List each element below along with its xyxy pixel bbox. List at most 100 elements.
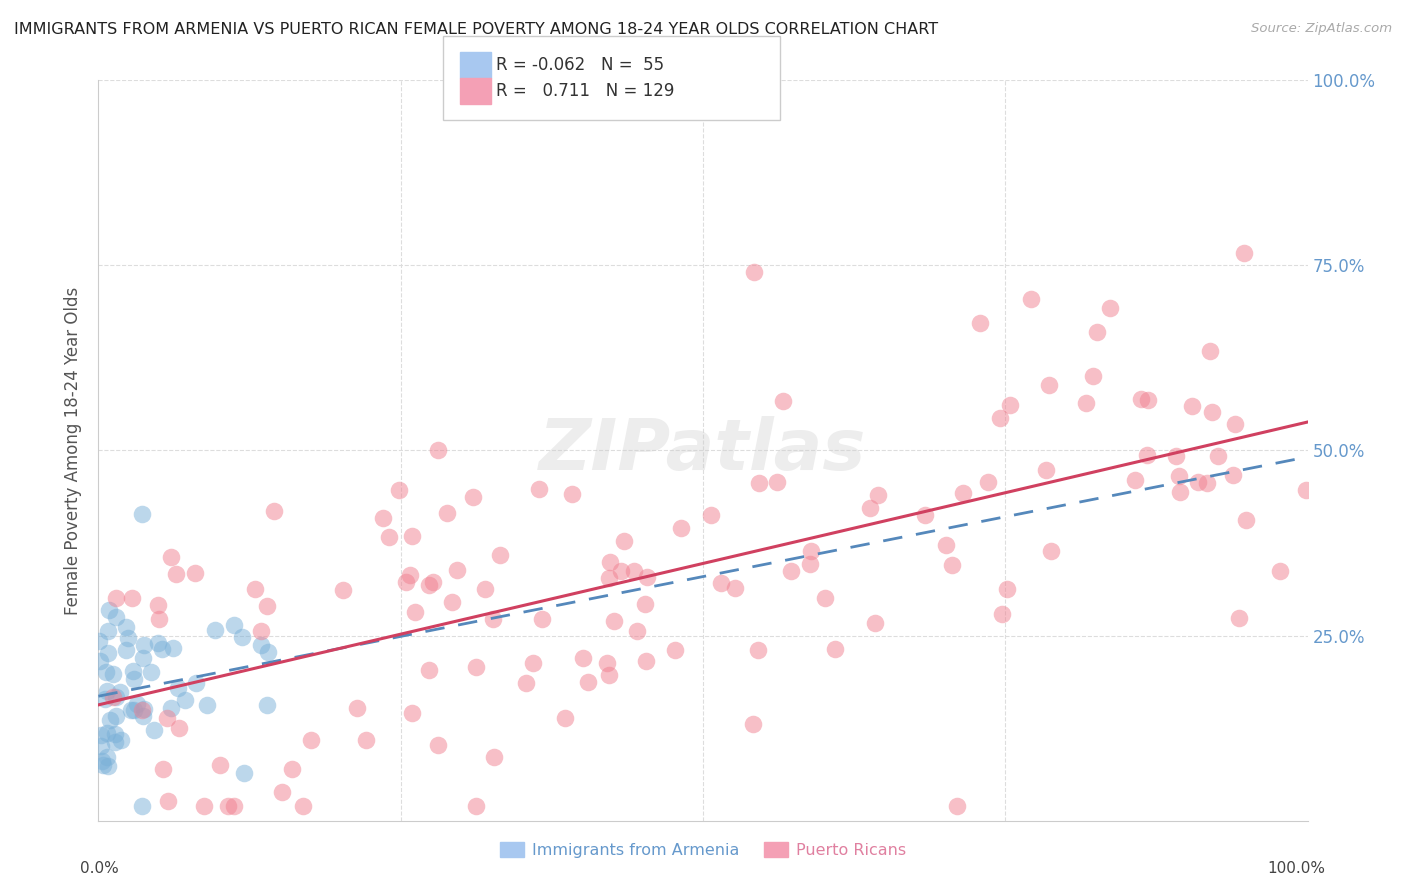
Point — [121, 591, 143, 606]
Point — [748, 475, 770, 490]
Point — [941, 558, 963, 572]
Point — [465, 660, 488, 674]
Point — [599, 555, 621, 569]
Point — [866, 488, 889, 502]
Point — [90, 754, 112, 768]
Point — [522, 656, 544, 670]
Point — [146, 598, 169, 612]
Point — [195, 698, 218, 713]
Point — [481, 612, 503, 626]
Point — [104, 727, 127, 741]
Point — [132, 651, 155, 665]
Point — [488, 548, 510, 562]
Point — [131, 703, 153, 717]
Point — [97, 624, 120, 638]
Point — [159, 550, 181, 565]
Point — [1035, 463, 1057, 477]
Point — [98, 713, 121, 727]
Point — [418, 578, 440, 592]
Point — [1136, 392, 1159, 407]
Point — [998, 398, 1021, 412]
Point — [388, 483, 411, 497]
Point — [977, 475, 1000, 490]
Point — [233, 766, 256, 780]
Point — [1074, 396, 1097, 410]
Point — [418, 663, 440, 677]
Point — [859, 500, 882, 515]
Text: R = -0.062   N =  55: R = -0.062 N = 55 — [496, 56, 665, 74]
Point — [139, 665, 162, 680]
Point — [401, 529, 423, 543]
Point — [101, 690, 124, 705]
Point — [256, 698, 278, 712]
Point — [634, 597, 657, 611]
Point — [256, 599, 278, 614]
Point — [1085, 325, 1108, 339]
Text: Source: ZipAtlas.com: Source: ZipAtlas.com — [1251, 22, 1392, 36]
Point — [742, 265, 765, 279]
Point — [263, 504, 285, 518]
Point — [571, 651, 593, 665]
Point — [156, 794, 179, 808]
Point — [1168, 469, 1191, 483]
Point — [1181, 400, 1204, 414]
Point — [603, 614, 626, 628]
Point — [104, 734, 127, 748]
Point — [146, 636, 169, 650]
Point — [131, 709, 153, 723]
Point — [1234, 513, 1257, 527]
Point — [93, 758, 115, 772]
Point — [132, 702, 155, 716]
Point — [1168, 484, 1191, 499]
Point — [114, 620, 136, 634]
Point — [1136, 448, 1159, 462]
Point — [561, 487, 583, 501]
Point — [96, 683, 118, 698]
Point — [332, 582, 354, 597]
Point — [1222, 468, 1244, 483]
Point — [89, 655, 111, 669]
Point — [134, 638, 156, 652]
Point — [598, 571, 620, 585]
Point — [863, 615, 886, 630]
Point — [1197, 476, 1219, 491]
Text: ZIPatlas: ZIPatlas — [540, 416, 866, 485]
Text: IMMIGRANTS FROM ARMENIA VS PUERTO RICAN FEMALE POVERTY AMONG 18-24 YEAR OLDS COR: IMMIGRANTS FROM ARMENIA VS PUERTO RICAN … — [14, 22, 938, 37]
Point — [995, 582, 1018, 596]
Point — [436, 506, 458, 520]
Point — [990, 607, 1012, 622]
Point — [395, 574, 418, 589]
Point — [121, 703, 143, 717]
Point — [96, 750, 118, 764]
Point — [90, 728, 112, 742]
Point — [104, 708, 127, 723]
Point — [122, 664, 145, 678]
Point — [461, 490, 484, 504]
Y-axis label: Female Poverty Among 18-24 Year Olds: Female Poverty Among 18-24 Year Olds — [65, 286, 83, 615]
Point — [117, 631, 139, 645]
Point — [441, 595, 464, 609]
Point — [427, 443, 450, 458]
Point — [183, 566, 205, 581]
Point — [250, 638, 273, 652]
Point — [115, 642, 138, 657]
Point — [291, 798, 314, 813]
Point — [231, 630, 253, 644]
Point — [159, 701, 181, 715]
Point — [110, 733, 132, 747]
Point — [465, 798, 488, 813]
Point — [165, 566, 187, 581]
Point — [636, 569, 658, 583]
Point — [97, 758, 120, 772]
Point — [94, 665, 117, 680]
Point — [1208, 449, 1230, 463]
Point — [1201, 405, 1223, 419]
Point — [152, 762, 174, 776]
Point — [143, 723, 166, 737]
Point — [531, 612, 554, 626]
Point — [576, 674, 599, 689]
Point — [97, 646, 120, 660]
Point — [988, 410, 1011, 425]
Point — [96, 726, 118, 740]
Point — [482, 749, 505, 764]
